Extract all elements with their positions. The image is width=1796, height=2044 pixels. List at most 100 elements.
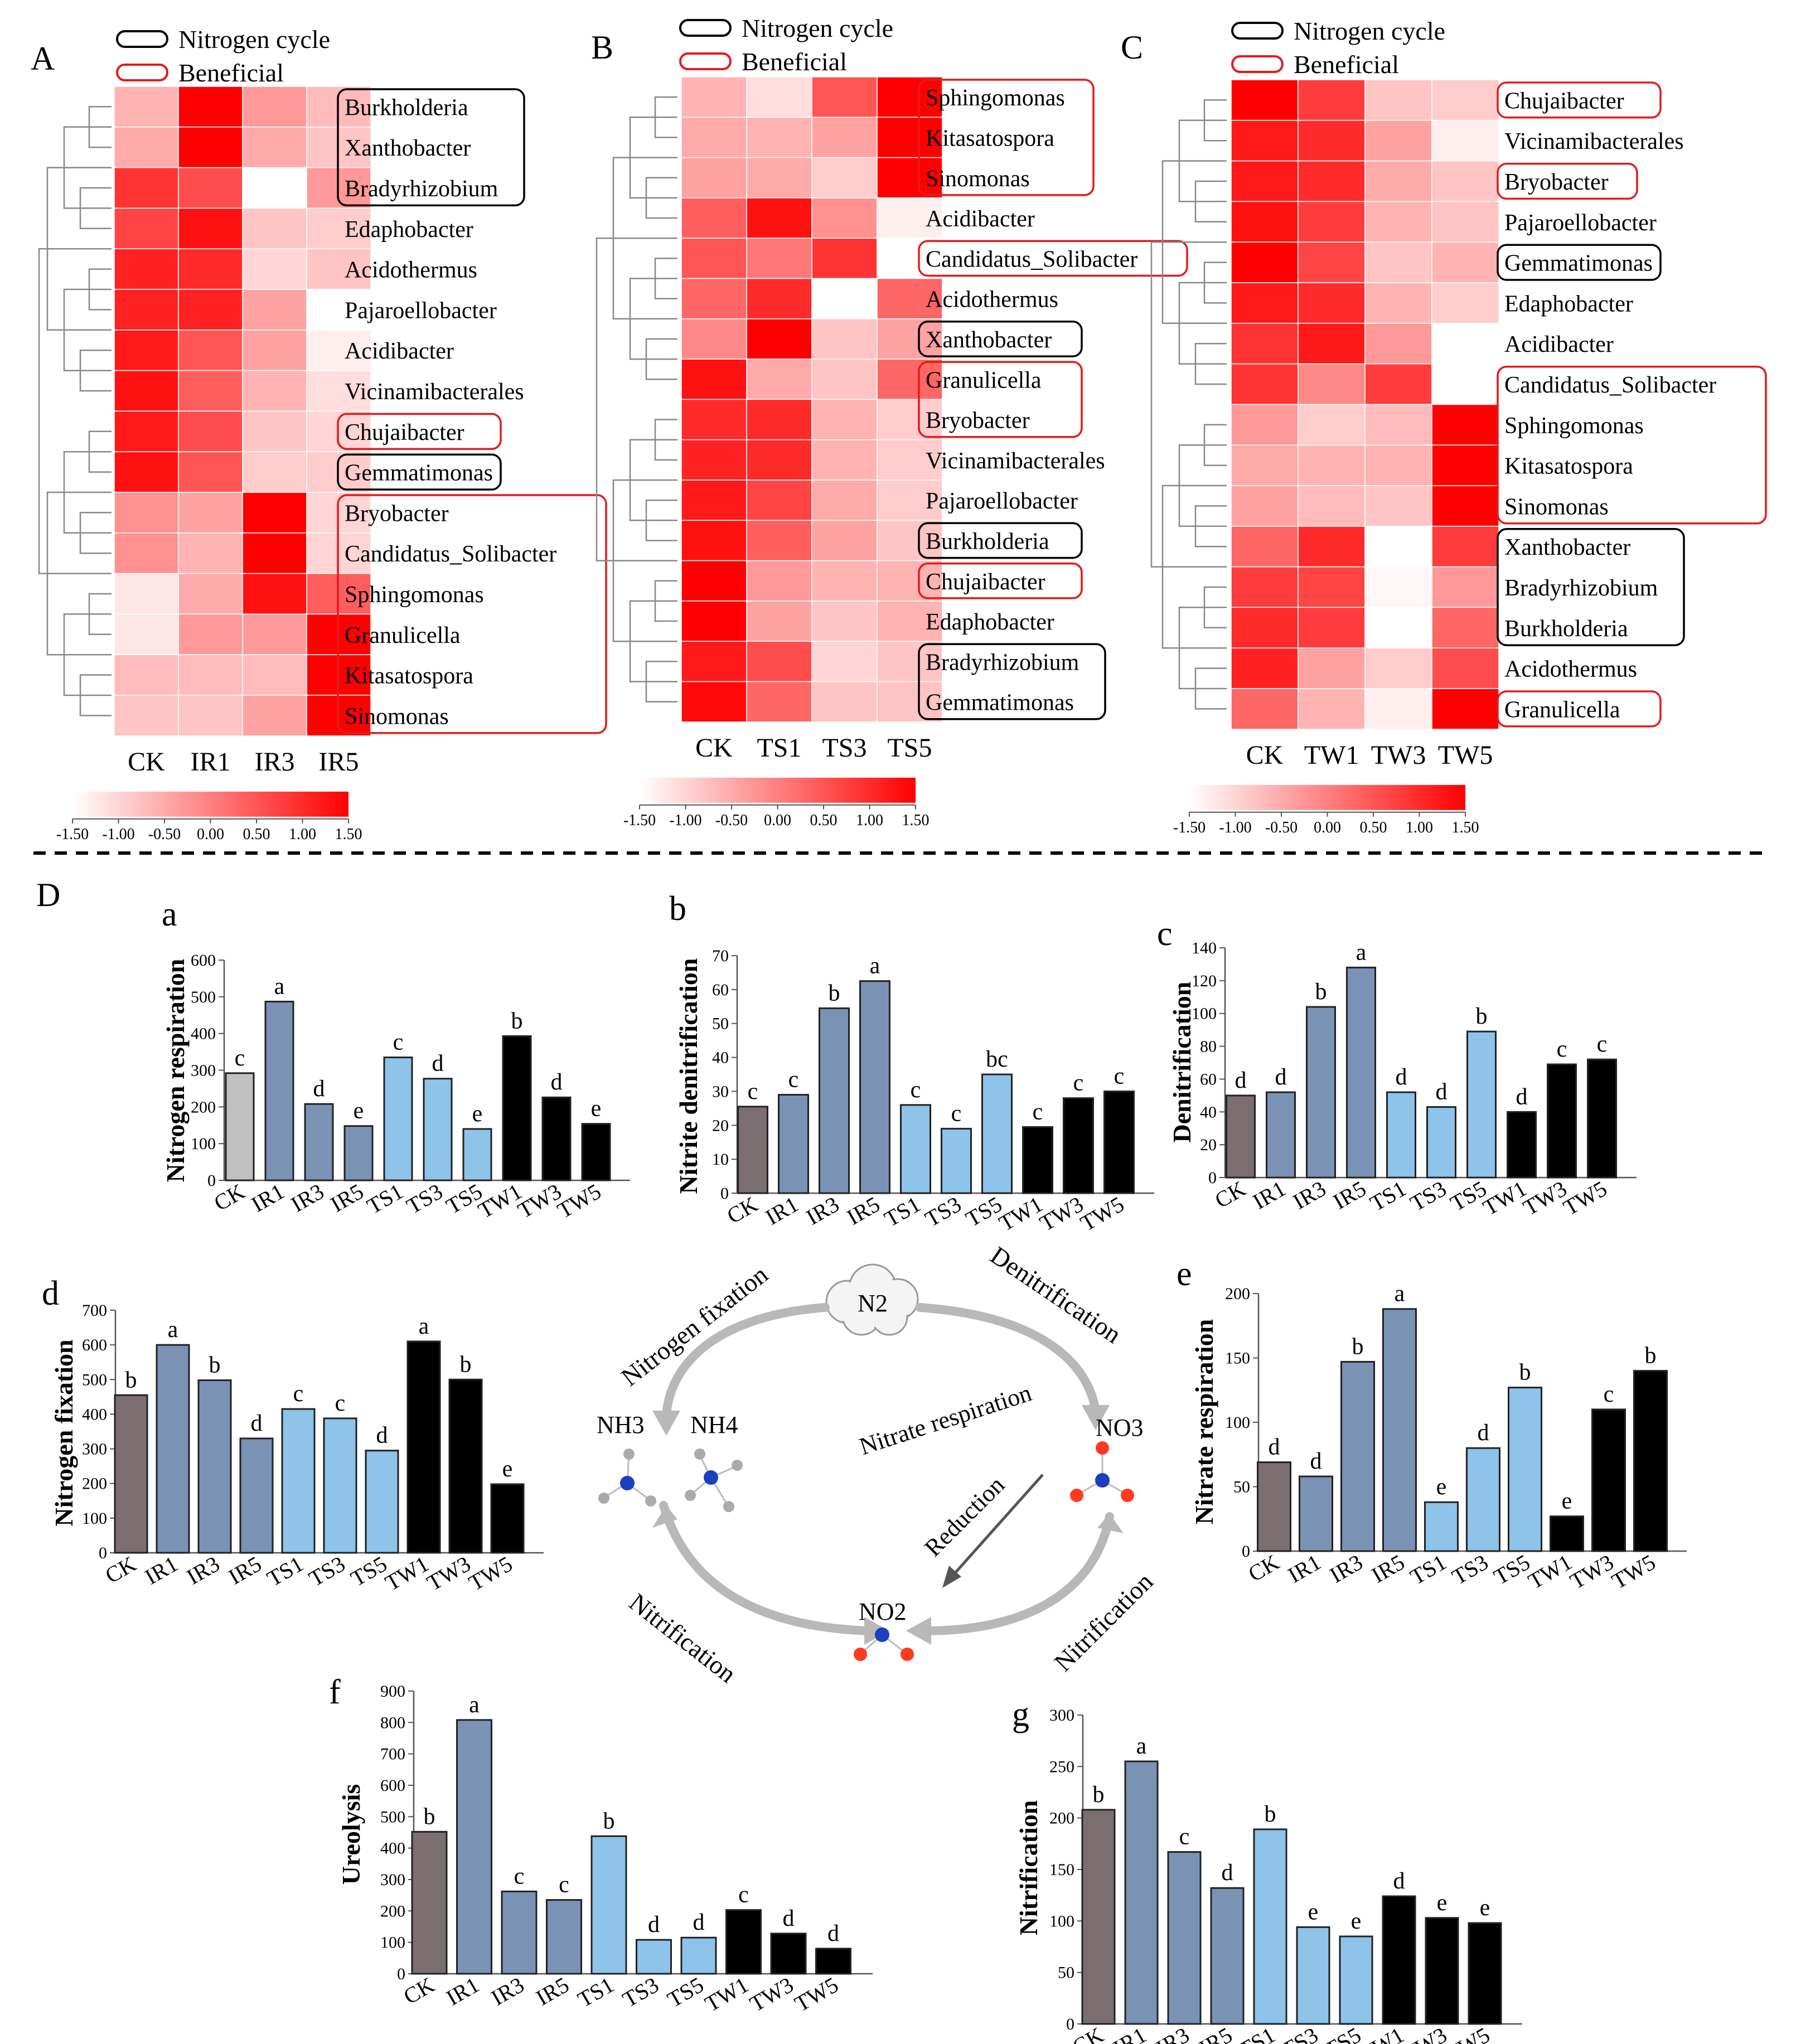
y-tick-label: 0 <box>1242 1542 1250 1561</box>
highlight-box-black <box>337 453 502 491</box>
color-scale-tick: -1.50 <box>623 812 656 829</box>
highlight-box-black <box>918 643 1106 720</box>
highlight-box-red <box>1497 365 1767 525</box>
significance-letter: e <box>591 1096 602 1122</box>
heatmap-cell <box>681 117 747 158</box>
significance-letter: c <box>1179 1824 1190 1850</box>
significance-letter: d <box>1393 1868 1405 1894</box>
legend-black-swatch <box>1231 22 1284 40</box>
heatmap-cell <box>1431 404 1499 445</box>
heatmap-cell <box>242 451 307 493</box>
heatmap-row-label: Candidatus_Solibacter <box>1504 372 1716 398</box>
significance-letter: e <box>1436 1474 1447 1500</box>
heatmap-cell <box>1364 241 1432 283</box>
bar <box>406 1340 441 1554</box>
color-scale-tick: -1.00 <box>669 812 701 829</box>
highlight-box-black <box>918 321 1083 357</box>
heatmap-cell <box>681 560 747 602</box>
heatmap-cell <box>242 654 307 696</box>
heatmap-cell <box>114 167 179 209</box>
panel-label-A: A <box>31 40 55 77</box>
panel-label-B: B <box>591 29 613 66</box>
heatmap-cell <box>1298 688 1366 730</box>
bar <box>502 1035 532 1181</box>
legend-beneficial: Beneficial <box>742 47 847 76</box>
legend-nitrogen-cycle: Nitrogen cycle <box>178 25 330 54</box>
heatmap-cell <box>1431 526 1499 568</box>
bar <box>411 1830 448 1975</box>
heatmap-col-label: TW5 <box>1438 740 1493 770</box>
heatmap-cell <box>114 370 179 412</box>
heatmap-cell <box>1231 688 1299 730</box>
heatmap-cell <box>811 641 878 682</box>
heatmap-col-label: TS3 <box>822 733 866 763</box>
heatmap-A: A Nitrogen cycle Beneficial Burkholderia Xan… <box>31 25 607 843</box>
y-tick-label: 200 <box>82 1475 107 1493</box>
heatmap-cell <box>746 117 812 158</box>
y-axis-label: Nitrate respiration <box>1190 1319 1218 1524</box>
heatmap-cell <box>114 613 179 655</box>
highlight-box-red <box>918 79 1095 196</box>
reduction-arrow <box>950 1474 1044 1579</box>
bar <box>1306 1006 1336 1179</box>
heatmap-row-label: Granulicella <box>1504 697 1620 723</box>
heatmap-cell <box>1298 120 1366 162</box>
bar <box>1466 1030 1497 1179</box>
dendrogram <box>596 96 677 703</box>
heatmap-cell <box>681 278 747 319</box>
significance-letter: a <box>274 973 285 999</box>
heatmap-row-label: Vicinamibacterales <box>345 379 524 405</box>
heatmap-col-label: CK <box>1246 740 1284 770</box>
bar <box>1468 1922 1502 2025</box>
heatmap-cell <box>242 167 307 209</box>
heatmap-cell <box>1298 607 1366 648</box>
heatmap-cell <box>746 641 812 682</box>
significance-letter: c <box>393 1029 404 1055</box>
color-scale-tick: 1.00 <box>1406 819 1433 836</box>
heatmap-col-label: TW1 <box>1304 740 1359 770</box>
panel-label-D: D <box>36 876 60 913</box>
heatmap-row-label: Sinomonas <box>1504 494 1609 520</box>
y-tick-label: 600 <box>191 951 216 970</box>
color-scale-tick: -1.00 <box>102 826 134 843</box>
heatmap-cell <box>1231 120 1299 162</box>
heatmap-cell <box>178 127 243 168</box>
heatmap-cell <box>178 613 243 655</box>
highlight-box-red <box>337 494 607 734</box>
heatmap-cell <box>811 76 878 118</box>
heatmap-cell <box>1431 120 1499 162</box>
bar <box>281 1408 316 1554</box>
heatmap-row-label: Edaphobacter <box>926 609 1054 635</box>
significance-letter: d <box>827 1921 839 1946</box>
heatmap-cell <box>877 76 943 118</box>
significance-letter: a <box>1356 939 1367 965</box>
heatmap-legend: Nitrogen cycle Beneficial <box>679 14 893 76</box>
heatmap-cell <box>1298 79 1366 121</box>
heatmap-row-label: Acidibacter <box>926 206 1035 232</box>
color-scale-bar <box>640 777 916 803</box>
y-tick-label: 200 <box>1049 1809 1074 1828</box>
heatmap-col-label: IR5 <box>319 747 359 777</box>
heatmap-cell <box>178 289 243 331</box>
heatmap-cell <box>746 318 812 360</box>
heatmap-cell <box>877 318 943 360</box>
heatmap-cell <box>746 520 812 561</box>
significance-letter: d <box>693 1910 705 1935</box>
heatmap-cell <box>1231 201 1299 243</box>
significance-letter: c <box>293 1381 304 1407</box>
heatmap-cell <box>242 207 307 249</box>
heatmap-cell <box>681 157 747 198</box>
y-tick-label: 50 <box>712 1015 729 1033</box>
heatmap-col-label: IR3 <box>255 747 295 777</box>
y-tick-label: 600 <box>82 1336 107 1354</box>
significance-letter: c <box>1597 1031 1608 1057</box>
heatmap-cell <box>811 359 878 400</box>
significance-letter: e <box>472 1101 483 1127</box>
heatmap-col-label: CK <box>128 747 165 777</box>
y-tick-label: 300 <box>380 1871 405 1889</box>
bar <box>323 1417 357 1554</box>
heatmap-row-label: Vicinamibacterales <box>926 448 1105 474</box>
